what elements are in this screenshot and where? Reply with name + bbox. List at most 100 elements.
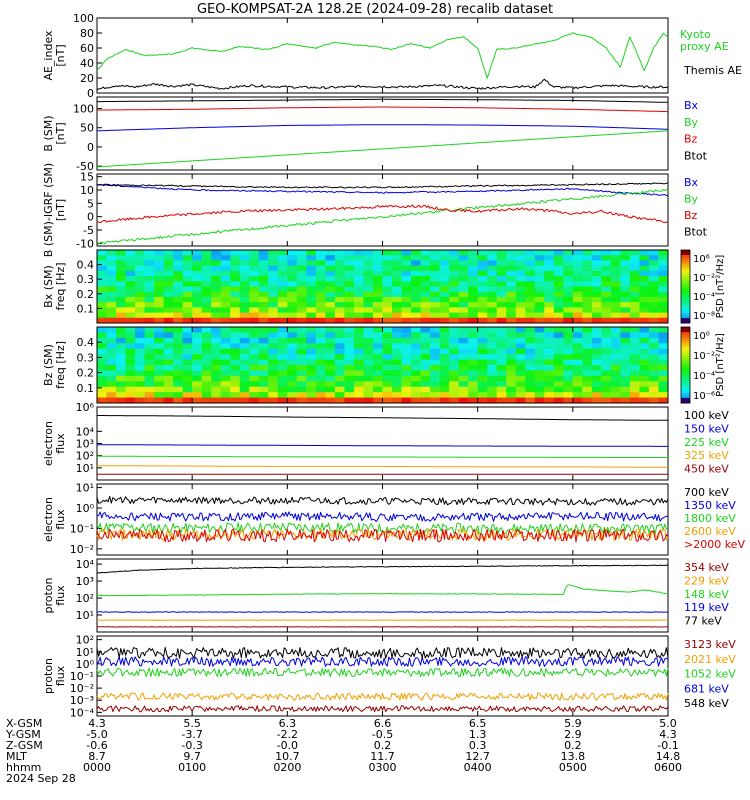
heatmap-cell: [458, 337, 469, 344]
heatmap-cell: [525, 343, 536, 350]
heatmap-cell: [392, 397, 403, 404]
heatmap-cell: [572, 348, 583, 355]
heatmap-cell: [201, 255, 212, 261]
heatmap-cell: [201, 286, 212, 293]
heatmap-cell: [553, 381, 564, 388]
heatmap-cell: [620, 343, 631, 350]
heatmap-cell: [287, 348, 298, 355]
heatmap-cell: [230, 348, 241, 355]
heatmap-cell: [106, 265, 117, 272]
heatmap-cell: [201, 307, 212, 314]
heatmap-cell: [449, 375, 460, 382]
heatmap-cell: [296, 370, 307, 377]
heatmap-cell: [258, 250, 269, 256]
heatmap-cell: [116, 370, 127, 377]
heatmap-cell: [192, 270, 203, 277]
heatmap-cell: [163, 286, 174, 293]
heatmap-cell: [230, 260, 241, 267]
heatmap-cell: [325, 317, 336, 324]
heatmap-cell: [591, 354, 602, 361]
heatmap-cell: [277, 392, 288, 399]
heatmap-cell: [544, 255, 555, 261]
heatmap-cell: [430, 286, 441, 293]
heatmap-cell: [534, 337, 545, 344]
heatmap-cell: [249, 286, 260, 293]
y-axis-label: flux: [54, 433, 67, 454]
colorbar-tick-label: 10⁻²: [693, 351, 715, 362]
heatmap-cell: [648, 381, 659, 388]
y-tick-label: 10¹: [76, 646, 94, 659]
panel-frame: [96, 558, 669, 633]
heatmap-cell: [97, 281, 108, 287]
heatmap-cell: [125, 381, 136, 388]
heatmap-cell: [344, 327, 355, 333]
heatmap-cell: [239, 397, 250, 404]
heatmap-cell: [582, 265, 593, 272]
heatmap-cell: [249, 296, 260, 303]
heatmap-cell: [334, 359, 345, 366]
heatmap-cell: [287, 265, 298, 272]
legend-entry: 150 keV: [684, 422, 729, 435]
heatmap-cell: [458, 381, 469, 388]
heatmap-cell: [449, 317, 460, 324]
heatmap-cell: [506, 397, 517, 404]
heatmap-cell: [449, 397, 460, 404]
heatmap-cell: [163, 250, 174, 256]
heatmap-cell: [439, 365, 450, 371]
heatmap-cell: [639, 255, 650, 261]
colorbar-step: [681, 267, 690, 270]
heatmap-cell: [353, 270, 364, 277]
heatmap-cell: [315, 327, 326, 333]
heatmap-cell: [353, 337, 364, 344]
heatmap-cell: [468, 359, 479, 366]
heatmap-cell: [420, 307, 431, 314]
heatmap-cell: [639, 365, 650, 371]
heatmap-cell: [620, 255, 631, 261]
heatmap-cell: [220, 302, 231, 308]
heatmap-cell: [496, 370, 507, 377]
heatmap-cell: [658, 260, 669, 267]
y-tick-label: 100: [73, 103, 94, 116]
heatmap-cell: [211, 365, 222, 371]
heatmap-cell: [382, 354, 393, 361]
y-tick-label: 10: [80, 184, 94, 197]
heatmap-cell: [230, 375, 241, 382]
legend-entry: 1052 keV: [684, 668, 736, 681]
heatmap-cell: [277, 250, 288, 256]
heatmap-cell: [563, 265, 574, 272]
heatmap-cell: [582, 307, 593, 314]
heatmap-cell: [182, 392, 193, 399]
heatmap-cell: [591, 255, 602, 261]
heatmap-cell: [420, 327, 431, 333]
heatmap-cell: [449, 302, 460, 308]
heatmap-cell: [430, 343, 441, 350]
heatmap-cell: [116, 348, 127, 355]
heatmap-cell: [525, 337, 536, 344]
heatmap-cell: [287, 317, 298, 324]
heatmap-cell: [610, 370, 621, 377]
heatmap-cell: [553, 317, 564, 324]
heatmap-cell: [296, 327, 307, 333]
heatmap-cell: [601, 370, 612, 377]
heatmap-cell: [201, 332, 212, 339]
heatmap-cell: [353, 296, 364, 303]
heatmap-cell: [525, 397, 536, 404]
ephemeris-value: 0000: [83, 761, 111, 774]
heatmap-cell: [648, 348, 659, 355]
heatmap-cell: [430, 365, 441, 371]
heatmap-cell: [154, 337, 165, 344]
heatmap-cell: [249, 392, 260, 399]
heatmap-cell: [315, 281, 326, 287]
heatmap-cell: [192, 286, 203, 293]
heatmap-cell: [401, 359, 412, 366]
heatmap-cell: [182, 291, 193, 298]
ephemeris-value: 6.6: [374, 717, 392, 730]
heatmap-cell: [287, 281, 298, 287]
heatmap-cell: [220, 370, 231, 377]
heatmap-cell: [163, 359, 174, 366]
heatmap-cell: [544, 343, 555, 350]
heatmap-cell: [591, 365, 602, 371]
heatmap-cell: [420, 296, 431, 303]
heatmap-cell: [544, 348, 555, 355]
